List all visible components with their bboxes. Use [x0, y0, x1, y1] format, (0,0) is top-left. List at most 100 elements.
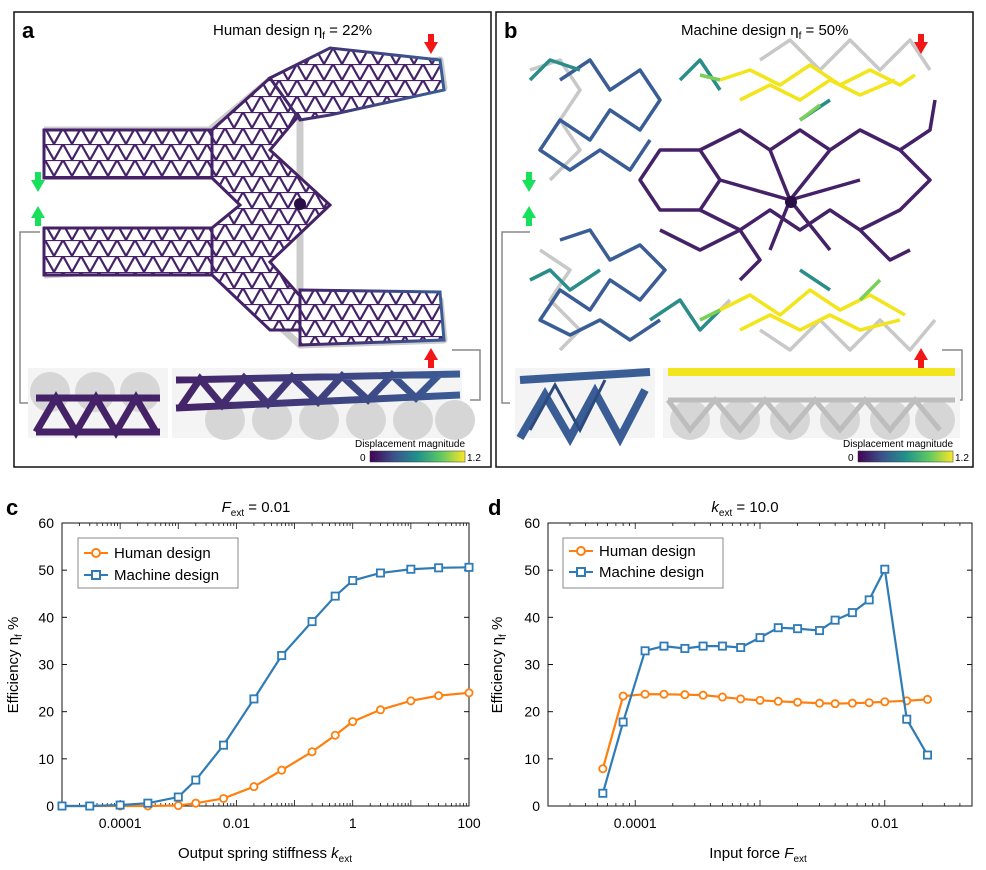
- human-lattice-illustration: [42, 46, 448, 349]
- panel-d-label: d: [488, 495, 501, 520]
- chart-c-ytick-label: 10: [38, 751, 54, 767]
- zoom-inset-left: [28, 368, 168, 439]
- chart-c: c Fext = 0.01 0 10 20 30 40 50 60 0.0001 0.01 1 10…: [5, 495, 481, 865]
- chart-c-series: [57, 562, 474, 811]
- chart-d-ytick-label: 30: [524, 657, 540, 673]
- chart-c-legend-machine: Machine design: [114, 567, 219, 584]
- chart-c-point-human: [173, 801, 183, 811]
- chart-c-point-human: [330, 730, 340, 740]
- chart-d-legend: Human design Machine design: [562, 537, 724, 589]
- zoom-bracket-left-b: [501, 231, 530, 404]
- chart-d-point-machine: [755, 633, 765, 643]
- chart-d-point-machine: [680, 643, 690, 653]
- chart-d-legend-human: Human design: [599, 543, 696, 560]
- chart-d-point-human: [618, 691, 628, 701]
- chart-c-point-human: [219, 793, 229, 803]
- chart-c-point-human: [406, 696, 416, 706]
- output-arrows-b: [914, 34, 928, 368]
- chart-d-point-human: [659, 689, 669, 699]
- chart-d-ylabel: Efficiency ηf %: [489, 617, 509, 714]
- chart-d-ytick-label: 40: [524, 609, 540, 625]
- chart-c-ytick-label: 0: [46, 798, 54, 814]
- chart-d-ticks: 0 10 20 30 40 50 60 0.0001 0.01: [524, 515, 973, 831]
- chart-c-point-machine: [375, 568, 385, 578]
- chart-d-xtick-label: 0.0001: [614, 815, 657, 831]
- panel-c-label: c: [6, 495, 18, 520]
- chart-c-title: Fext = 0.01: [222, 499, 291, 519]
- chart-c-xlabel: Output spring stiffness kext: [178, 845, 352, 865]
- chart-d-point-machine: [864, 595, 874, 605]
- chart-c-point-human: [375, 705, 385, 715]
- colorbar-a-title: Displacement magnitude: [355, 439, 465, 450]
- zoom-bracket-left: [19, 231, 40, 404]
- panel-b-title: Machine design ηf = 50%: [681, 22, 848, 42]
- colorbar-b: Displacement magnitude 0 1.2: [843, 439, 969, 464]
- chart-d-point-human: [847, 698, 857, 708]
- chart-c-ytick-label: 60: [38, 515, 54, 531]
- chart-c-point-machine: [143, 798, 153, 808]
- chart-d-xlabel: Input force Fext: [709, 845, 807, 865]
- chart-d-point-machine: [618, 717, 628, 727]
- chart-c-point-machine: [191, 775, 201, 785]
- chart-c-point-human: [464, 688, 474, 698]
- panel-a-title: Human design ηf = 22%: [213, 22, 372, 42]
- chart-d-point-human: [923, 694, 933, 704]
- chart-c-point-machine: [330, 591, 340, 601]
- chart-c-point-human: [249, 782, 259, 792]
- chart-d-point-human: [880, 697, 890, 707]
- chart-c-ytick-label: 20: [38, 704, 54, 720]
- machine-lattice-illustration: [528, 38, 937, 352]
- chart-d-point-machine: [698, 641, 708, 651]
- chart-c-point-human: [348, 717, 358, 727]
- chart-d-point-machine: [815, 626, 825, 636]
- chart-d-point-machine: [902, 714, 912, 724]
- zoom-bracket-right: [452, 349, 481, 401]
- chart-c-xtick-label: 0.0001: [99, 815, 142, 831]
- chart-c-xtick-label: 100: [457, 815, 481, 831]
- chart-d-point-machine: [880, 564, 890, 574]
- input-arrows-b: [522, 172, 536, 226]
- chart-c-ytick-label: 30: [38, 657, 54, 673]
- chart-d-point-human: [698, 690, 708, 700]
- chart-d-series-line-human: [601, 693, 928, 770]
- chart-d-point-human: [830, 699, 840, 709]
- zoom-inset-left-b: [515, 368, 655, 447]
- chart-c-series-line-machine: [62, 566, 470, 808]
- chart-d: d kext = 10.0 0 10 20 30 40 50 60 0.0001 0.01 In…: [488, 495, 973, 865]
- chart-d-point-human: [680, 690, 690, 700]
- chart-c-legend: Human design Machine design: [77, 537, 239, 589]
- chart-c-point-human: [191, 798, 201, 808]
- chart-c-point-human: [307, 747, 317, 757]
- chart-c-ytick-label: 40: [38, 609, 54, 625]
- chart-d-series-line-machine: [601, 565, 929, 794]
- colorbar-a-min: 0: [360, 453, 366, 464]
- chart-d-point-human: [864, 698, 874, 708]
- chart-c-point-machine: [434, 563, 444, 573]
- chart-c-point-machine: [348, 576, 358, 586]
- panel-b: b Machine design ηf = 50%: [495, 11, 974, 468]
- chart-c-point-machine: [249, 694, 259, 704]
- lower-right-arm: [298, 288, 446, 347]
- chart-c-ticks: 0 10 20 30 40 50 60 0.0001 0.01 1 100: [38, 515, 480, 831]
- chart-d-point-machine: [793, 624, 803, 634]
- colorbar-b-title: Displacement magnitude: [843, 439, 953, 450]
- chart-c-point-machine: [85, 801, 95, 811]
- output-arrows: [424, 34, 438, 368]
- chart-d-point-machine: [923, 750, 933, 760]
- chart-c-series-line-human: [62, 691, 470, 808]
- chart-c-legend-human: Human design: [114, 545, 211, 562]
- chart-c-point-machine: [277, 651, 287, 661]
- chart-d-ytick-label: 20: [524, 704, 540, 720]
- chart-d-point-human: [736, 694, 746, 704]
- chart-d-point-machine: [736, 643, 746, 653]
- chart-d-legend-machine: Machine design: [599, 564, 704, 581]
- chart-d-point-machine: [640, 646, 650, 656]
- chart-d-point-machine: [830, 615, 840, 625]
- chart-c-xtick-label: 0.01: [223, 815, 250, 831]
- chart-d-series: [598, 564, 933, 798]
- chart-d-ytick-label: 60: [524, 515, 540, 531]
- chart-d-title: kext = 10.0: [711, 499, 778, 519]
- chart-d-point-human: [755, 695, 765, 705]
- chart-d-point-machine: [773, 623, 783, 633]
- chart-d-point-machine: [598, 788, 608, 798]
